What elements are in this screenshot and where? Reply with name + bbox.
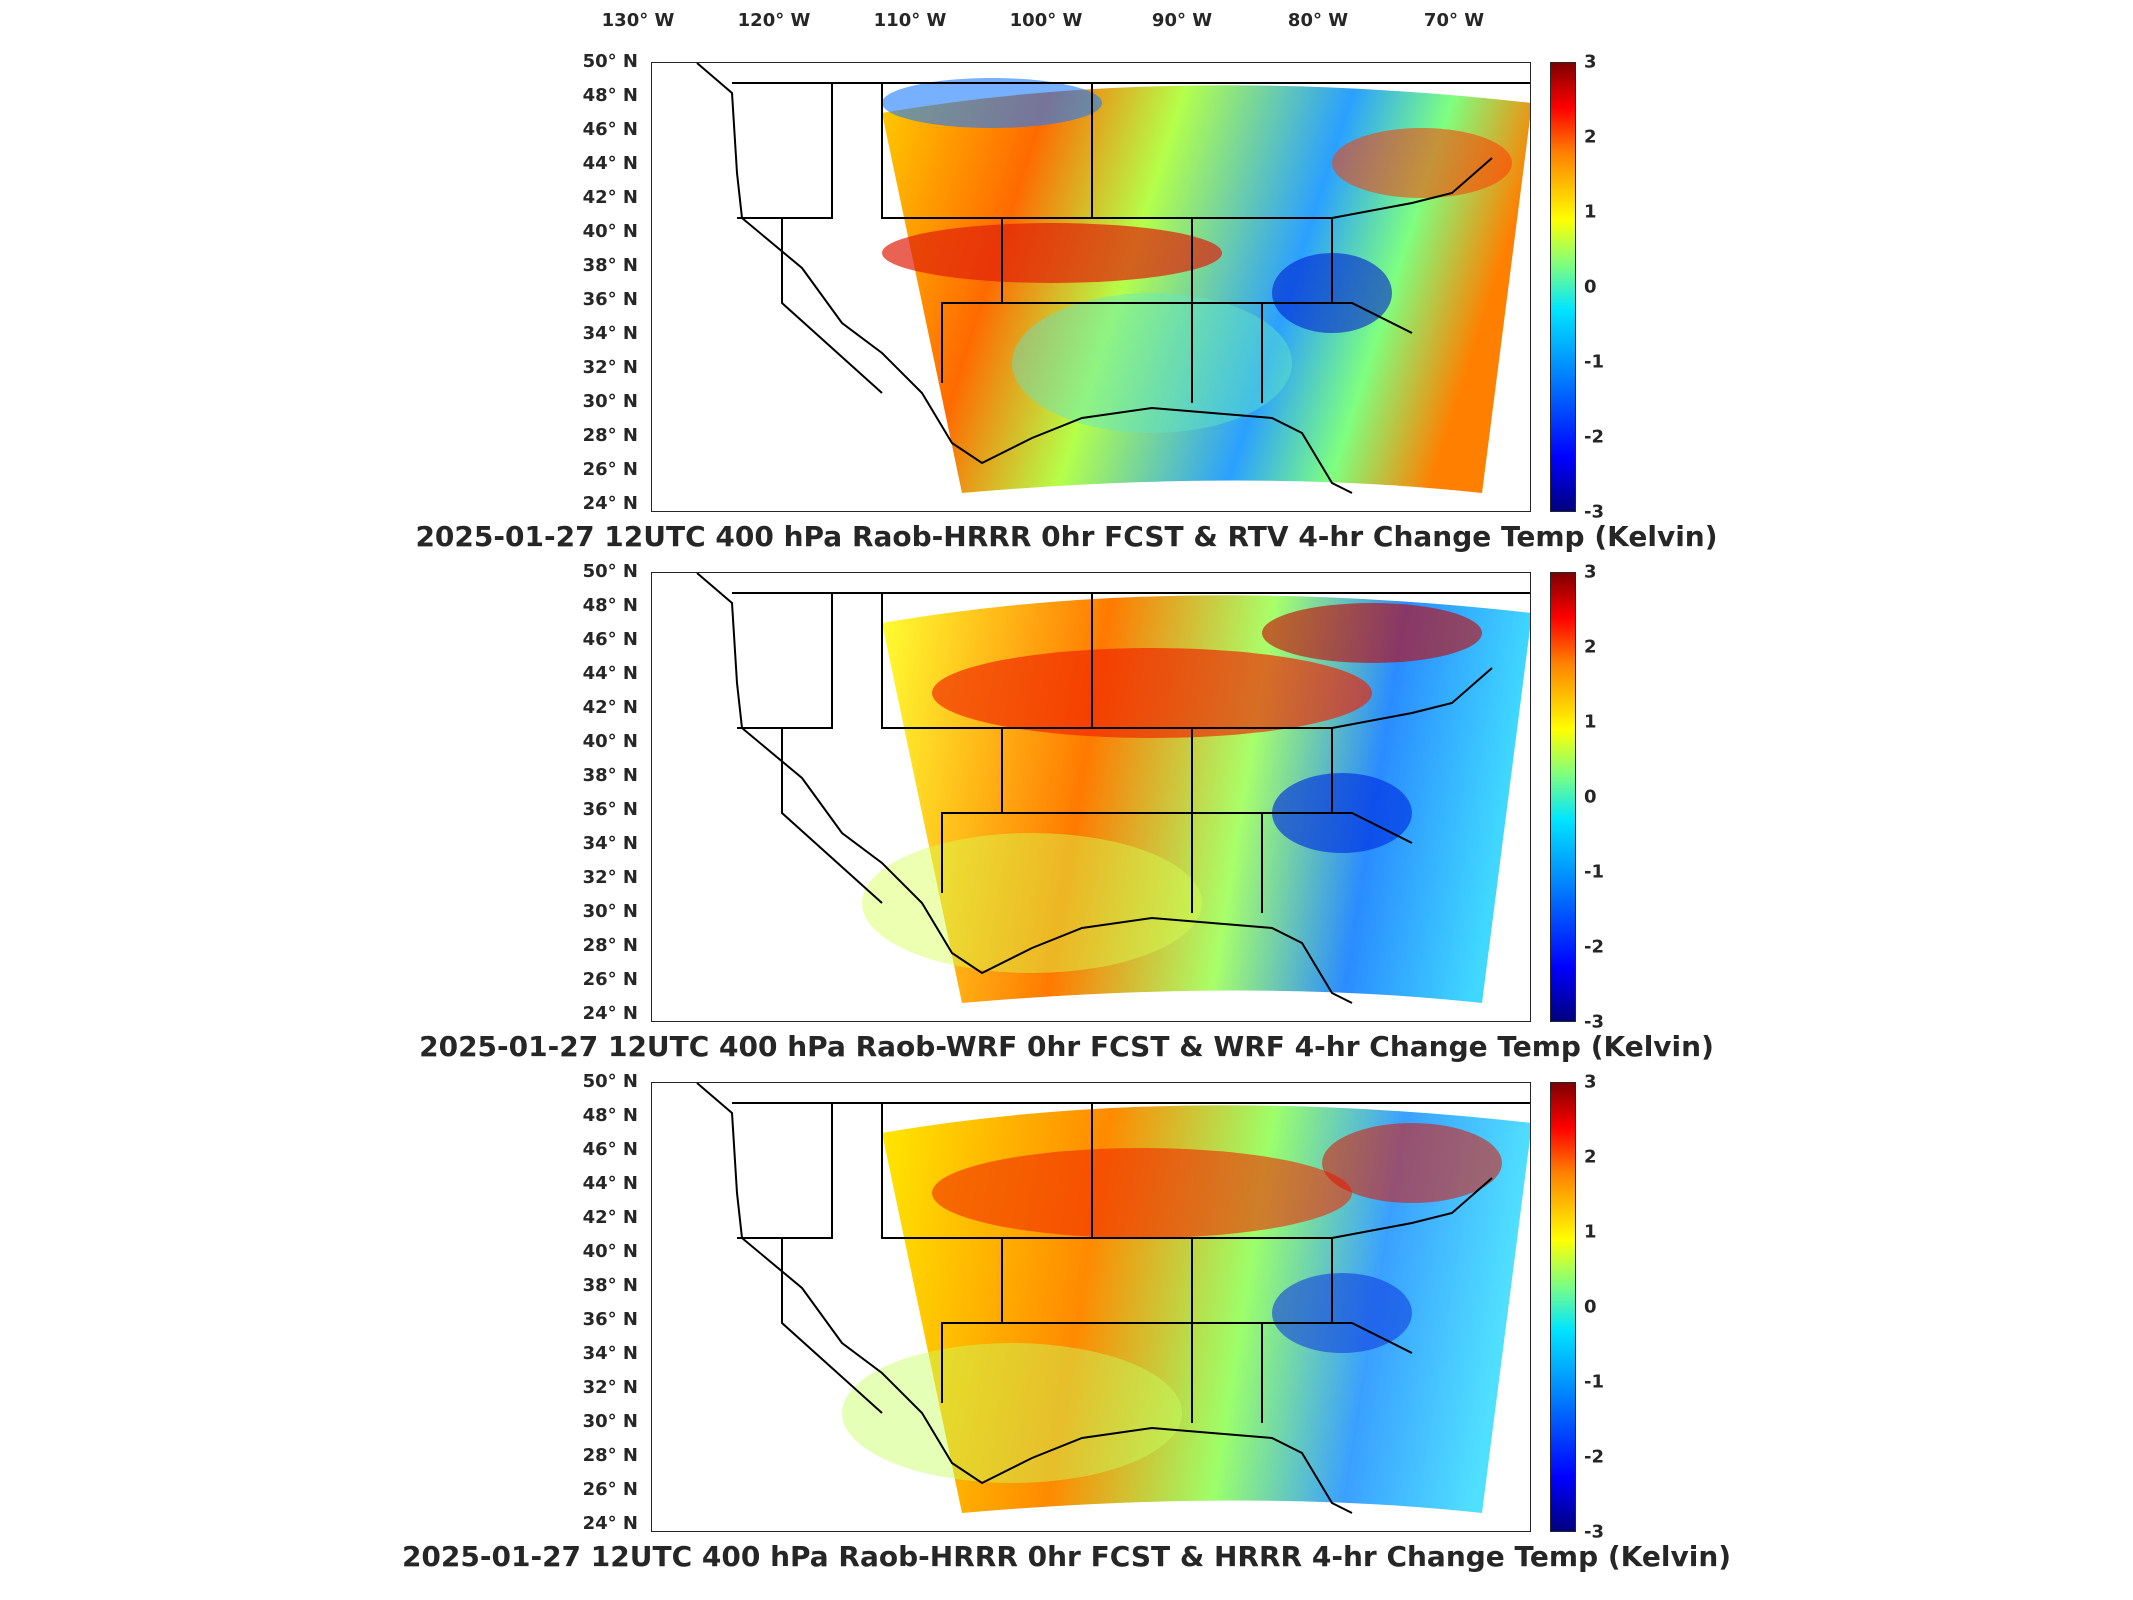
lat-label: 26° N (582, 1479, 638, 1500)
colorbar-tick: 3 (1584, 561, 1597, 583)
lat-label: 28° N (582, 425, 638, 446)
lat-label: 28° N (582, 1445, 638, 1466)
colorbar-tick: -2 (1584, 426, 1604, 448)
lon-label: 100° W (1009, 10, 1083, 31)
lat-label: 32° N (582, 867, 638, 888)
colorbar-tick: 2 (1584, 126, 1597, 148)
lat-label: 28° N (582, 935, 638, 956)
colorbar-tick: 1 (1584, 711, 1597, 733)
colorbar (1550, 572, 1576, 1022)
map-frame (651, 62, 1531, 512)
colorbar (1550, 1082, 1576, 1532)
colorbar-tick: -1 (1584, 1371, 1604, 1393)
lat-label: 38° N (582, 765, 638, 786)
lat-label: 44° N (582, 663, 638, 684)
lat-label: 40° N (582, 1241, 638, 1262)
lat-label: 36° N (582, 289, 638, 310)
lat-label: 48° N (582, 85, 638, 106)
lat-label: 34° N (582, 833, 638, 854)
lat-label: 40° N (582, 731, 638, 752)
colorbar-tick: -3 (1584, 501, 1604, 523)
lat-label: 30° N (582, 901, 638, 922)
map-frame (651, 572, 1531, 1022)
lat-label: 46° N (582, 119, 638, 140)
map-frame (651, 1082, 1531, 1532)
colorbar-tick: 0 (1584, 1296, 1597, 1318)
lat-label: 30° N (582, 1411, 638, 1432)
lat-label: 24° N (582, 1003, 638, 1024)
lat-label: 48° N (582, 1105, 638, 1126)
colorbar-tick: 1 (1584, 201, 1597, 223)
lat-label: 36° N (582, 799, 638, 820)
colorbar-tick: 1 (1584, 1221, 1597, 1243)
lat-label: 42° N (582, 1207, 638, 1228)
lat-label: 38° N (582, 255, 638, 276)
lon-label: 80° W (1287, 10, 1349, 31)
lon-label: 120° W (737, 10, 811, 31)
lat-label: 38° N (582, 1275, 638, 1296)
lat-label: 40° N (582, 221, 638, 242)
lat-label: 50° N (582, 1071, 638, 1092)
lat-label: 30° N (582, 391, 638, 412)
lon-label: 70° W (1423, 10, 1485, 31)
panel-title: 2025-01-27 12UTC 400 hPa Raob-HRRR 0hr F… (401, 1540, 1732, 1573)
colorbar-tick: 2 (1584, 1146, 1597, 1168)
lat-label: 24° N (582, 493, 638, 514)
lat-label: 46° N (582, 1139, 638, 1160)
panel-title: 2025-01-27 12UTC 400 hPa Raob-HRRR 0hr F… (415, 520, 1718, 553)
lat-label: 44° N (582, 1173, 638, 1194)
lat-label: 32° N (582, 357, 638, 378)
lat-label: 48° N (582, 595, 638, 616)
lat-label: 26° N (582, 969, 638, 990)
longitude-axis: 130° W 120° W 110° W 100° W 90° W 80° W … (0, 0, 2133, 48)
colorbar-tick: -2 (1584, 1446, 1604, 1468)
lat-label: 24° N (582, 1513, 638, 1534)
lat-label: 50° N (582, 51, 638, 72)
panel-title: 2025-01-27 12UTC 400 hPa Raob-WRF 0hr FC… (419, 1030, 1714, 1063)
lon-label: 110° W (873, 10, 947, 31)
colorbar-tick: -1 (1584, 351, 1604, 373)
colorbar-tick: 0 (1584, 276, 1597, 298)
colorbar-tick: -1 (1584, 861, 1604, 883)
lat-label: 46° N (582, 629, 638, 650)
colorbar (1550, 62, 1576, 512)
lat-label: 42° N (582, 697, 638, 718)
lon-label: 130° W (601, 10, 675, 31)
lat-label: 26° N (582, 459, 638, 480)
colorbar-tick: -3 (1584, 1521, 1604, 1543)
colorbar-tick: 0 (1584, 786, 1597, 808)
lat-label: 36° N (582, 1309, 638, 1330)
colorbar-tick: 2 (1584, 636, 1597, 658)
temperature-map-3 (696, 1083, 1530, 1514)
lat-label: 42° N (582, 187, 638, 208)
lat-label: 34° N (582, 323, 638, 344)
temperature-map-1 (696, 63, 1530, 494)
lat-label: 44° N (582, 153, 638, 174)
lat-label: 32° N (582, 1377, 638, 1398)
lon-label: 90° W (1151, 10, 1213, 31)
temperature-map-2 (696, 573, 1530, 1004)
colorbar-tick: -2 (1584, 936, 1604, 958)
colorbar-tick: -3 (1584, 1011, 1604, 1033)
colorbar-tick: 3 (1584, 1071, 1597, 1093)
lat-label: 50° N (582, 561, 638, 582)
lat-label: 34° N (582, 1343, 638, 1364)
colorbar-tick: 3 (1584, 51, 1597, 73)
